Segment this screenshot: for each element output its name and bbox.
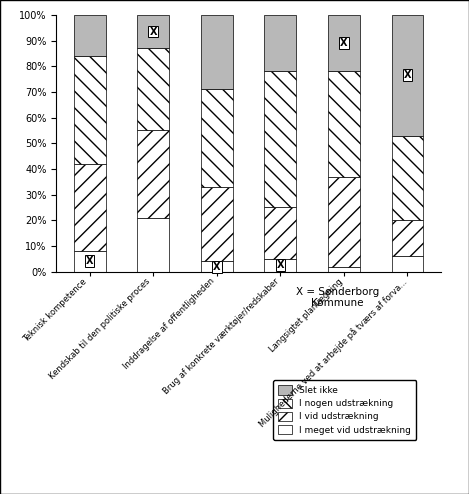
Legend: Slet ikke, I nogen udstrækning, I vid udstrækning, I meget vid udstrækning: Slet ikke, I nogen udstrækning, I vid ud… [273, 380, 416, 440]
Text: X: X [404, 70, 411, 80]
Bar [265, 15, 296, 71]
Bar [392, 135, 424, 220]
Text: Kendskab til den politiske proces: Kendskab til den politiske proces [48, 277, 152, 381]
Text: X: X [86, 256, 93, 266]
Text: X: X [277, 260, 284, 270]
Text: X: X [213, 261, 220, 272]
Bar [74, 15, 106, 56]
Text: Inddragelse af offentligheden: Inddragelse af offentligheden [122, 277, 217, 371]
Text: Teknisk kompetence: Teknisk kompetence [22, 277, 88, 343]
Bar [201, 89, 233, 187]
Text: X = Sønderborg
Kommune: X = Sønderborg Kommune [296, 287, 379, 308]
Bar [137, 130, 169, 218]
Bar [392, 256, 424, 272]
Bar [137, 218, 169, 272]
Bar [392, 15, 424, 135]
Bar [328, 15, 360, 71]
Bar [137, 48, 169, 130]
Bar [328, 267, 360, 272]
Bar [201, 261, 233, 272]
Bar [74, 251, 106, 272]
Bar [74, 164, 106, 251]
Text: Mulighederne ved at arbejde på tværs af forva...: Mulighederne ved at arbejde på tværs af … [257, 277, 409, 429]
Text: X: X [150, 27, 157, 37]
Text: Langsigtet planlægning: Langsigtet planlægning [268, 277, 345, 354]
Bar [265, 207, 296, 259]
Bar [74, 56, 106, 164]
Bar [392, 220, 424, 256]
Text: Brug af konkrete værktøjer/redskaber: Brug af konkrete værktøjer/redskaber [161, 277, 280, 396]
Bar [137, 15, 169, 48]
Bar [265, 259, 296, 272]
Bar [265, 71, 296, 207]
Bar [328, 177, 360, 267]
Text: X: X [340, 38, 348, 48]
Bar [201, 187, 233, 261]
Bar [328, 71, 360, 177]
Bar [201, 15, 233, 89]
